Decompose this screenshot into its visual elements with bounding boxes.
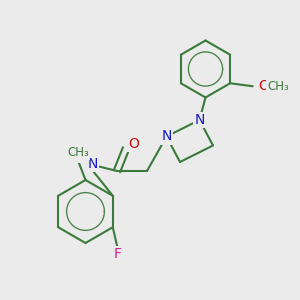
Text: H: H (76, 148, 85, 162)
Text: N: N (87, 157, 98, 170)
Text: O: O (258, 79, 269, 93)
Text: CH₃: CH₃ (67, 146, 89, 160)
Text: CH₃: CH₃ (267, 80, 289, 93)
Text: N: N (161, 130, 172, 143)
Text: F: F (113, 247, 121, 261)
Text: O: O (128, 137, 139, 151)
Text: N: N (194, 113, 205, 127)
